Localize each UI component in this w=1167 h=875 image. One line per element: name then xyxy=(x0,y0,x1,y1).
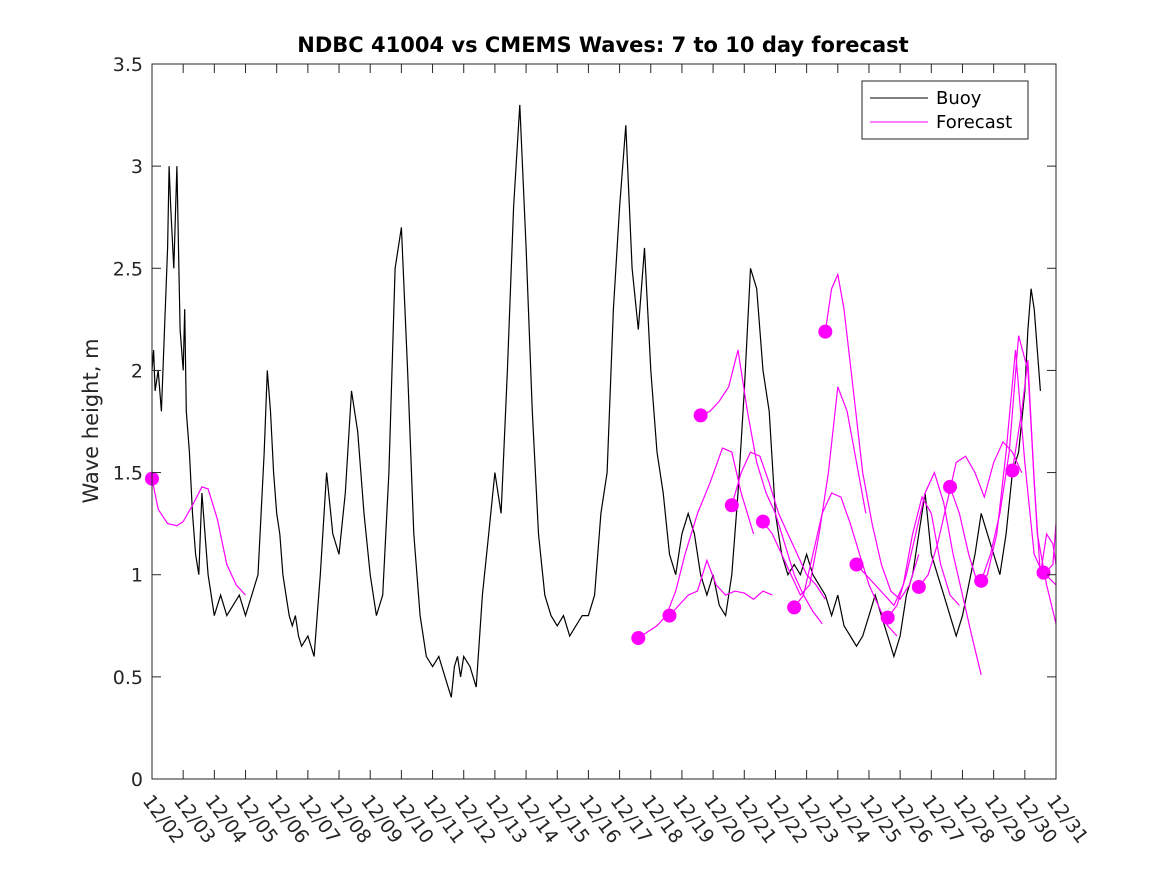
forecast-line xyxy=(887,470,982,675)
y-tick-label: 1 xyxy=(131,565,143,587)
forecast-start-marker xyxy=(1036,565,1051,580)
forecast-line xyxy=(824,272,920,601)
legend-forecast-label: Forecast xyxy=(936,112,1012,133)
plot-background xyxy=(152,64,1056,779)
y-tick-label: 0.5 xyxy=(113,667,143,689)
forecast-start-marker xyxy=(943,479,958,494)
y-tick-label: 1.5 xyxy=(113,463,143,485)
forecast-start-marker xyxy=(724,498,739,513)
y-tick-label: 3 xyxy=(131,156,143,178)
legend-box xyxy=(861,80,1029,140)
forecast-start-marker xyxy=(911,579,926,594)
plot-frame xyxy=(151,63,1057,780)
forecast-start-marker xyxy=(849,557,864,572)
forecast-start-marker xyxy=(662,608,677,623)
forecast-series-layer xyxy=(151,272,1057,675)
legend-buoy-label: Buoy xyxy=(936,88,982,109)
y-tick-label: 0 xyxy=(131,769,143,791)
forecast-line xyxy=(151,478,246,596)
forecast-start-marker xyxy=(631,631,646,646)
forecast-start-marker xyxy=(1005,463,1020,478)
plot-area xyxy=(145,63,1057,780)
forecast-start-marker xyxy=(693,408,708,423)
forecast-line xyxy=(793,492,898,637)
forecast-line xyxy=(700,349,823,625)
forecast-start-marker xyxy=(755,514,770,529)
forecast-line xyxy=(669,558,773,617)
y-tick-label: 2.5 xyxy=(113,258,143,280)
y-axis-label: Wave height, m xyxy=(79,338,103,503)
forecast-start-marker xyxy=(818,324,833,339)
y-tick-label: 3.5 xyxy=(113,54,143,76)
forecast-start-marker xyxy=(787,600,802,615)
forecast-start-marker xyxy=(974,573,989,588)
forecast-line xyxy=(637,447,755,639)
legend: Buoy Forecast xyxy=(861,80,1029,140)
forecast-markers-layer xyxy=(145,324,1051,646)
forecast-line xyxy=(762,386,867,597)
y-tick-label: 2 xyxy=(131,360,143,382)
forecast-line xyxy=(918,440,1023,588)
forecast-line xyxy=(1011,360,1057,575)
y-axis: 0 0.5 1 1.5 2 2.5 3 3.5 xyxy=(113,54,1056,791)
forecast-line xyxy=(731,451,826,600)
forecast-start-marker xyxy=(880,610,895,625)
forecast-line xyxy=(856,495,960,607)
chart-title: NDBC 41004 vs CMEMS Waves: 7 to 10 day f… xyxy=(297,33,908,57)
